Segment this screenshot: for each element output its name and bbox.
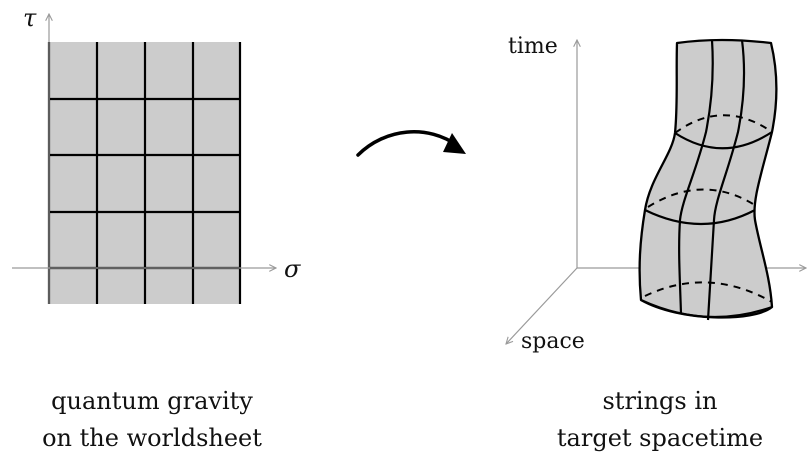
- tube-ring-backs: [644, 114, 773, 303]
- spacetime-caption-line2: target spacetime: [557, 424, 763, 452]
- tube-ring: [674, 131, 773, 150]
- curved-arrow-icon: [356, 130, 466, 157]
- sigma-axis-label: σ: [284, 255, 301, 283]
- tube-rings: [640, 131, 773, 319]
- tube-ring: [644, 209, 756, 225]
- spacetime-panel: time space strings in target spacetime: [506, 34, 806, 452]
- tube-strand: [706, 39, 746, 321]
- time-axis-label: time: [508, 34, 558, 59]
- tau-axis-label: τ: [23, 4, 37, 32]
- tube-ring-back: [647, 188, 759, 208]
- tube-ring: [640, 299, 773, 319]
- tube-strand: [678, 39, 714, 315]
- spacetime-caption-line1: strings in: [602, 387, 717, 415]
- worldsheet-caption-line1: quantum gravity: [51, 387, 253, 415]
- space-axis-label: space: [521, 329, 585, 354]
- space-axis: [506, 267, 578, 344]
- string-tube-surface: [638, 38, 778, 319]
- worldsheet-caption-line2: on the worldsheet: [42, 424, 262, 452]
- tube-strands: [678, 39, 746, 321]
- worldsheet-panel: τ σ quantum gravity on the worldsheet: [12, 4, 301, 452]
- tube-ring-back: [644, 281, 773, 303]
- tube-ring-back: [674, 114, 773, 134]
